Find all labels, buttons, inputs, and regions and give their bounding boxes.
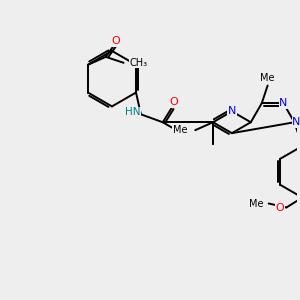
Text: CH₃: CH₃ <box>130 58 148 68</box>
Text: O: O <box>169 98 178 107</box>
Text: N: N <box>228 106 236 116</box>
Text: N: N <box>292 117 300 127</box>
Text: HN: HN <box>125 107 141 117</box>
Text: O: O <box>111 36 120 46</box>
Text: O: O <box>276 203 284 214</box>
Text: N: N <box>279 98 288 108</box>
Text: Me: Me <box>260 73 275 82</box>
Text: Me: Me <box>249 199 264 208</box>
Text: Me: Me <box>173 125 187 135</box>
